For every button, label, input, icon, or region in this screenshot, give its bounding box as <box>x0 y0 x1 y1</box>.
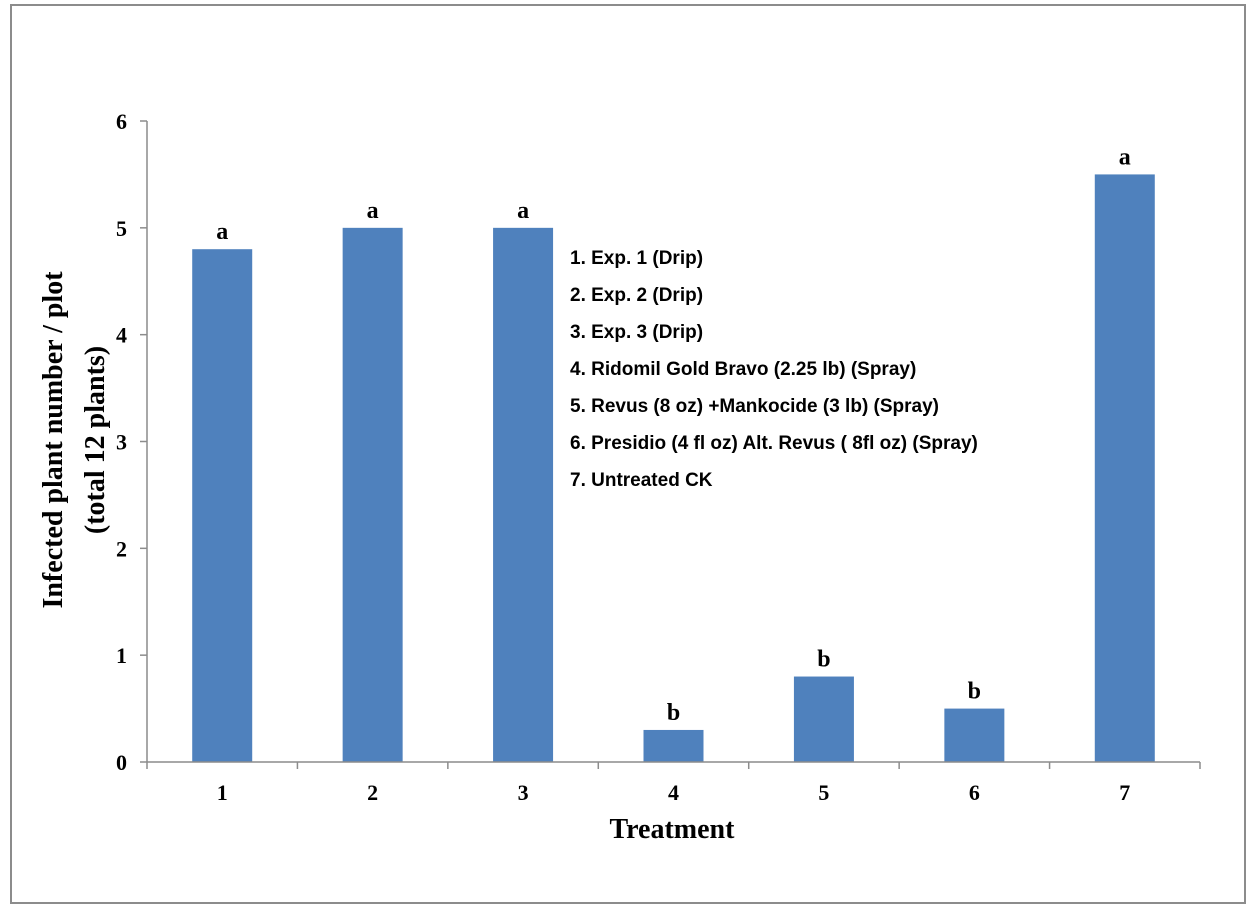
x-tick-label: 5 <box>818 780 829 805</box>
y-tick-label: 4 <box>116 323 127 348</box>
bar-significance-label: b <box>968 679 981 705</box>
legend-entry: 5. Revus (8 oz) +Mankocide (3 lb) (Spray… <box>570 396 939 417</box>
y-tick-label: 1 <box>116 643 127 668</box>
bar-chart: a a a b b b a 0 1 2 3 4 5 6 1 2 3 4 5 6 7 Treatment Infect… <box>38 109 1201 844</box>
legend-entry: 1. Exp. 1 (Drip) <box>570 248 703 269</box>
x-axis-title: Treatment <box>610 814 736 844</box>
x-ticks-layer: 1 2 3 4 5 6 7 <box>146 762 1201 805</box>
bar-treatment-7 <box>1094 174 1155 762</box>
bar-significance-label: b <box>817 647 830 673</box>
y-axis-title-line1: Infected plant number / plot <box>38 271 69 609</box>
legend-entry: 7. Untreated CK <box>570 470 713 491</box>
bar-significance-label: a <box>367 198 379 224</box>
y-tick-label: 0 <box>116 750 127 775</box>
bar-labels-layer: a a a b b b a <box>216 144 1131 726</box>
y-axis-title-line2: (total 12 plants) <box>80 346 111 534</box>
bar-treatment-2 <box>342 227 403 763</box>
x-tick-label: 2 <box>367 780 378 805</box>
y-tick-label: 3 <box>116 430 127 455</box>
y-tick-label: 5 <box>116 216 127 241</box>
bar-treatment-6 <box>944 708 1005 762</box>
bar-significance-label: b <box>667 700 680 726</box>
legend-entry: 4. Ridomil Gold Bravo (2.25 lb) (Spray) <box>570 359 916 380</box>
bar-significance-label: a <box>216 219 228 245</box>
bars-layer <box>192 174 1155 763</box>
x-tick-label: 6 <box>969 780 980 805</box>
legend-entry: 2. Exp. 2 (Drip) <box>570 285 703 306</box>
x-tick-label: 3 <box>518 780 529 805</box>
legend: 1. Exp. 1 (Drip) 2. Exp. 2 (Drip) 3. Exp. … <box>570 248 978 491</box>
bar-treatment-5 <box>793 676 854 762</box>
legend-entry: 3. Exp. 3 (Drip) <box>570 322 703 343</box>
x-tick-label: 1 <box>217 780 228 805</box>
x-tick-label: 4 <box>668 780 679 805</box>
bar-significance-label: a <box>517 198 529 224</box>
bar-treatment-4 <box>643 729 704 762</box>
x-tick-label: 7 <box>1119 780 1130 805</box>
y-tick-label: 6 <box>116 109 127 134</box>
y-tick-label: 2 <box>116 536 127 561</box>
y-ticks-layer: 0 1 2 3 4 5 6 <box>116 109 147 775</box>
legend-entry: 6. Presidio (4 fl oz) Alt. Revus ( 8fl o… <box>570 433 978 454</box>
bar-treatment-3 <box>493 227 554 763</box>
bar-treatment-1 <box>192 249 253 762</box>
bar-significance-label: a <box>1119 144 1131 170</box>
y-axis-title-group: Infected plant number / plot (total 12 p… <box>38 271 111 609</box>
